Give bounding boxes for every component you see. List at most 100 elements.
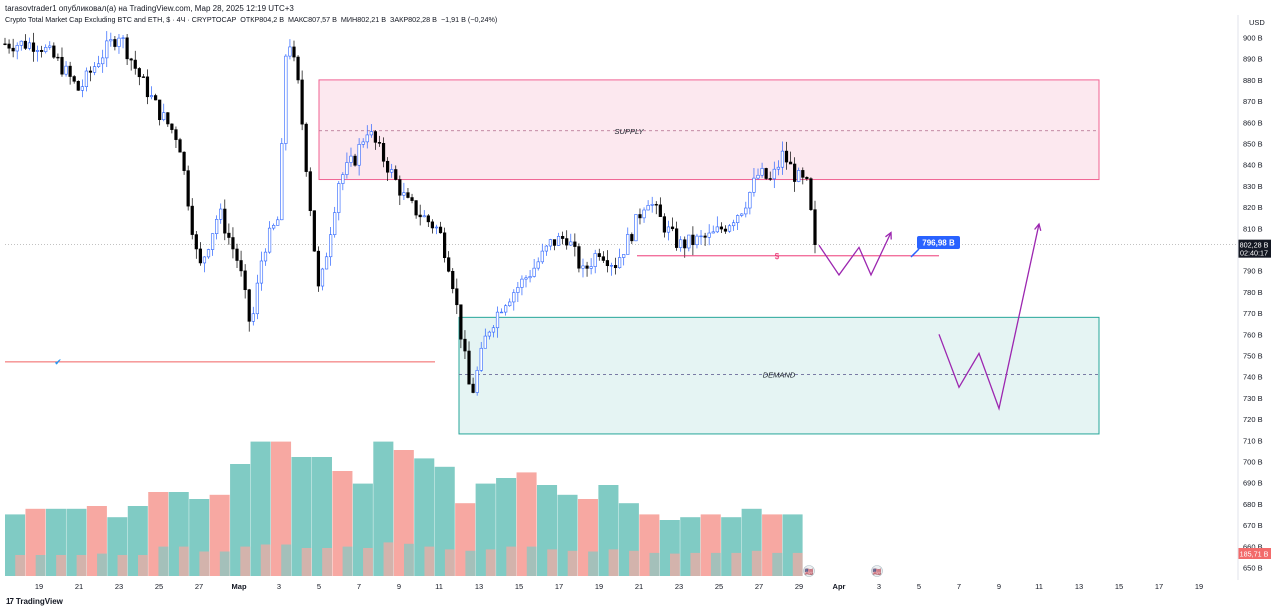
volume-bar [588, 551, 598, 576]
x-tick-label: 11 [435, 582, 443, 591]
volume-bar [547, 549, 558, 576]
y-tick-label: 670 B [1243, 521, 1263, 530]
y-tick-label: 680 B [1243, 500, 1263, 509]
candle [402, 192, 406, 196]
candle [101, 57, 105, 65]
candle [679, 239, 683, 248]
candle [361, 141, 365, 145]
y-tick-label: 810 B [1243, 224, 1263, 233]
demand-zone[interactable] [458, 316, 1100, 435]
target-badge[interactable] [917, 236, 960, 249]
candle [231, 237, 235, 250]
candle [170, 123, 174, 130]
candle [675, 228, 679, 248]
candle [471, 383, 475, 393]
candle [394, 169, 398, 180]
candle [129, 58, 133, 61]
candle [756, 174, 760, 179]
volume-bar [35, 555, 46, 576]
x-tick-label: 15 [1115, 582, 1123, 591]
ohlc-change: −1,91 B (−0,24%) [440, 15, 498, 24]
candle [288, 46, 292, 57]
candle [324, 256, 329, 270]
x-tick-label: 23 [675, 582, 683, 591]
candle [198, 248, 202, 264]
candle [760, 168, 764, 176]
projection-path-far-arrowhead [1034, 222, 1042, 231]
ohlc-low-label: МИН [340, 15, 358, 24]
ohlc-high: 807,57 B [308, 15, 337, 24]
candle [44, 47, 48, 52]
candle [158, 99, 162, 121]
y-tick-label: 740 B [1243, 373, 1263, 382]
candle [166, 112, 170, 125]
candle [31, 42, 36, 52]
symbol-name[interactable]: Crypto Total Market Cap Excluding BTC an… [5, 15, 237, 24]
tradingview-footer[interactable]: 17 TradingView [6, 597, 63, 606]
candle [426, 215, 430, 223]
candle [618, 257, 622, 269]
y-tick-label: 900 B [1243, 34, 1263, 43]
volume-badge-label: 185,71 B [1240, 550, 1269, 559]
x-tick-label: 3 [877, 582, 881, 591]
candle [499, 311, 504, 314]
target-pointer [910, 248, 920, 258]
candle [154, 95, 158, 101]
candle [48, 45, 52, 48]
x-tick-label: 9 [397, 582, 401, 591]
candle [723, 228, 728, 232]
x-tick-label: 7 [357, 582, 361, 591]
ohlc-close: 802,28 B [408, 15, 437, 24]
candle [780, 150, 785, 168]
volume-bar [271, 441, 292, 576]
ohlc-open: 804,2 B [259, 15, 285, 24]
candle [609, 265, 614, 267]
us-flag-icon[interactable] [803, 565, 815, 577]
projection-path-far[interactable] [938, 223, 1040, 411]
candle [406, 192, 410, 198]
candle [3, 43, 7, 45]
us-flag-icon[interactable] [871, 565, 883, 577]
candle [601, 256, 605, 261]
ohlc-low: 802,21 B [357, 15, 387, 24]
candle [552, 239, 557, 246]
candle [561, 236, 565, 239]
candle [52, 45, 56, 58]
tradingview-logo-icon: 17 [6, 597, 14, 606]
candle [320, 268, 325, 287]
candle [280, 143, 284, 221]
candle [329, 234, 333, 258]
volume-bar [97, 553, 107, 576]
volume-bar [250, 441, 271, 576]
volume-bar [629, 550, 639, 576]
candle [707, 232, 711, 238]
candle [703, 235, 707, 238]
supply-zone[interactable] [318, 79, 1100, 181]
candle [776, 166, 780, 170]
candle [540, 250, 544, 263]
candle [210, 233, 215, 250]
candle [40, 49, 44, 52]
volume-bar [76, 555, 87, 576]
candle [638, 214, 642, 219]
candle [642, 209, 646, 219]
y-tick-label: 660 B [1243, 542, 1263, 551]
projection-path-near[interactable] [818, 232, 892, 277]
candle [353, 155, 357, 166]
candle [719, 226, 723, 230]
stop-dollar-label: $ [775, 252, 780, 261]
candle [483, 335, 487, 349]
y-tick-label: 780 B [1243, 288, 1263, 297]
volume-bar [219, 551, 230, 576]
candle [308, 171, 312, 211]
symbol-line: Crypto Total Market Cap Excluding BTC an… [5, 14, 497, 25]
candle [479, 347, 483, 371]
x-tick-label: 13 [1075, 582, 1083, 591]
candle [117, 37, 121, 47]
volume-bar [526, 546, 537, 576]
candle [219, 208, 223, 220]
candle [121, 37, 125, 39]
y-tick-label: 830 B [1243, 182, 1263, 191]
candle [56, 56, 60, 59]
